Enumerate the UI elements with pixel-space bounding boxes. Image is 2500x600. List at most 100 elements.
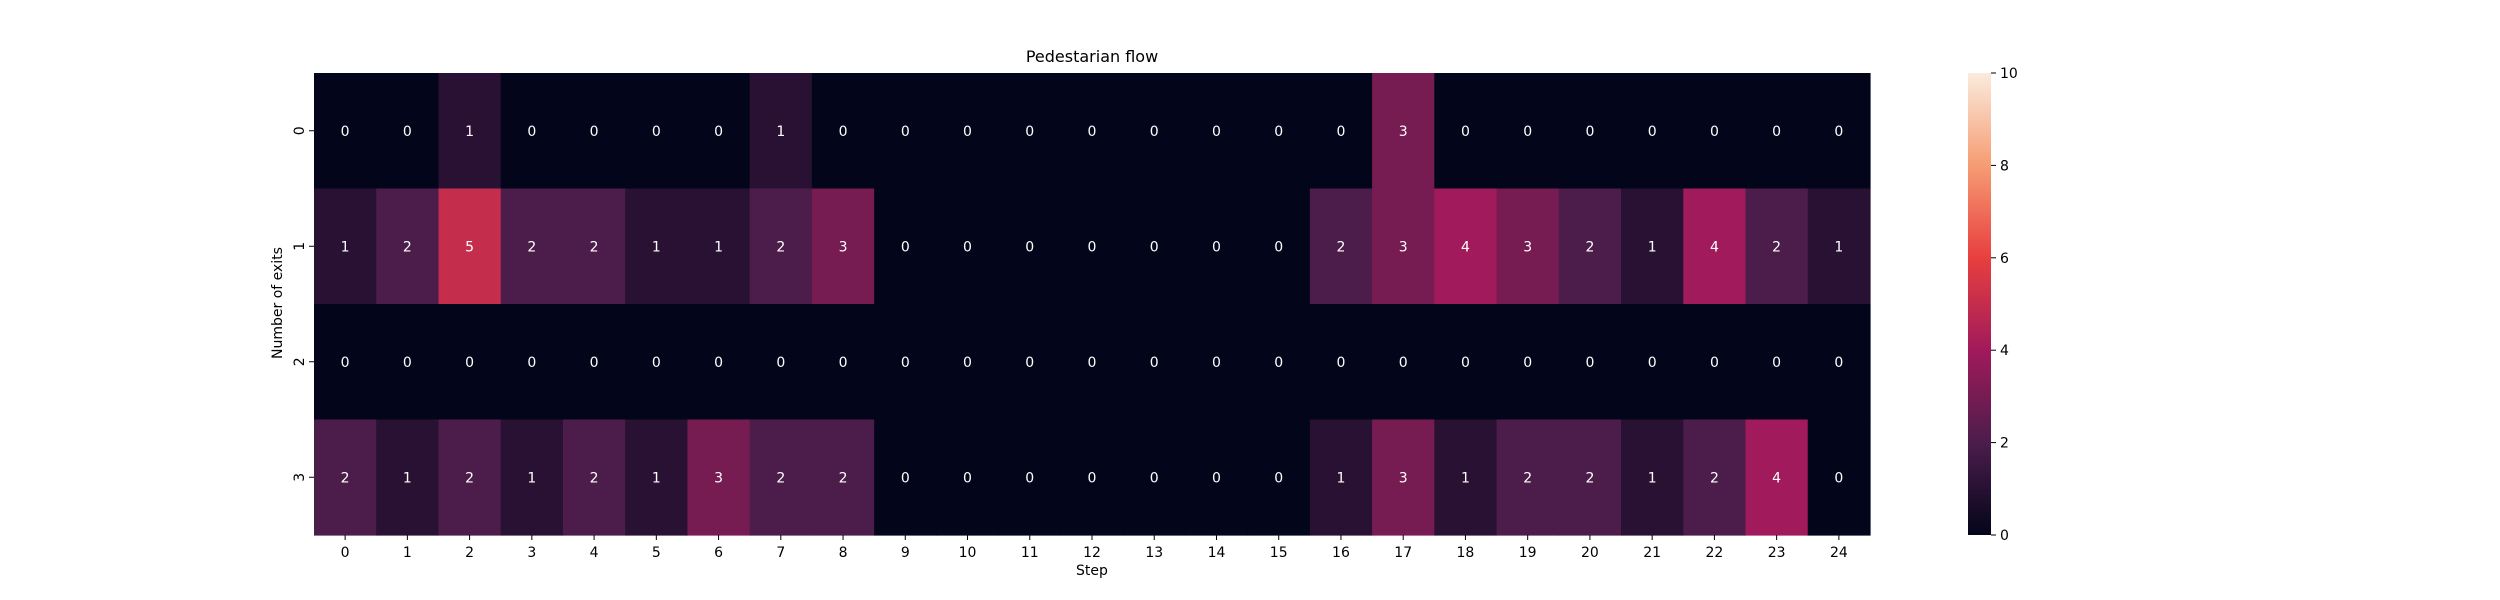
cell-value-label: 0 <box>1585 124 1594 140</box>
heatmap-cell <box>687 188 751 305</box>
heatmap-cell <box>1621 419 1684 536</box>
heatmap-cell <box>1745 73 1809 190</box>
cell-value-label: 0 <box>1834 124 1843 140</box>
heatmap-cell <box>1683 304 1747 421</box>
heatmap-cell <box>687 304 751 421</box>
heatmap-cell <box>1496 73 1560 190</box>
heatmap-cell <box>1434 304 1498 421</box>
cell-value-label: 0 <box>901 355 910 371</box>
cell-value-label: 0 <box>527 124 536 140</box>
x-tick-label: 7 <box>776 545 785 561</box>
cell-value-label: 0 <box>652 124 661 140</box>
cell-value-label: 0 <box>527 355 536 371</box>
cell-value-label: 0 <box>1088 124 1097 140</box>
cell-value-label: 0 <box>1710 124 1719 140</box>
cell-value-label: 0 <box>1461 355 1470 371</box>
cell-value-label: 3 <box>1399 470 1408 486</box>
x-tick-label: 3 <box>527 545 536 561</box>
cell-value-label: 0 <box>1088 470 1097 486</box>
heatmap-cell <box>874 419 937 536</box>
cell-value-label: 0 <box>1585 355 1594 371</box>
x-tick-label: 4 <box>590 545 599 561</box>
cell-value-label: 2 <box>776 470 785 486</box>
cell-value-label: 0 <box>1274 239 1283 255</box>
x-tick-label: 13 <box>1145 545 1163 561</box>
heatmap-cell <box>562 419 626 536</box>
cell-value-label: 0 <box>1523 355 1532 371</box>
heatmap-cell <box>1123 188 1186 305</box>
cell-value-label: 0 <box>1025 239 1034 255</box>
heatmap-cell <box>1309 419 1373 536</box>
cell-value-label: 0 <box>901 124 910 140</box>
heatmap-cell <box>1496 419 1560 536</box>
cell-value-label: 0 <box>963 239 972 255</box>
cell-value-label: 2 <box>465 470 474 486</box>
cell-value-label: 3 <box>839 239 848 255</box>
colorbar-tick-label: 0 <box>2000 528 2009 544</box>
heatmap-cell <box>811 419 875 536</box>
heatmap-cell <box>1309 188 1373 305</box>
y-tick-label: 1 <box>292 242 308 251</box>
cell-value-label: 1 <box>776 124 785 140</box>
heatmap-cell <box>1745 188 1809 305</box>
heatmap-cell <box>1185 419 1249 536</box>
x-tick-label: 1 <box>403 545 412 561</box>
heatmap-cell <box>687 73 751 190</box>
heatmap-cell <box>874 73 937 190</box>
heatmap-cell <box>1185 304 1249 421</box>
cell-value-label: 0 <box>839 124 848 140</box>
cell-value-label: 0 <box>1399 355 1408 371</box>
cell-value-label: 0 <box>341 124 350 140</box>
heatmap-cell <box>749 419 813 536</box>
x-tick-label: 19 <box>1519 545 1537 561</box>
cell-value-label: 1 <box>527 470 536 486</box>
heatmap-cell <box>1683 188 1747 305</box>
cell-value-label: 0 <box>1088 239 1097 255</box>
x-tick-label: 16 <box>1332 545 1350 561</box>
cell-value-label: 2 <box>776 239 785 255</box>
cell-value-label: 1 <box>1648 239 1657 255</box>
heatmap-cell <box>1434 419 1498 536</box>
cell-value-label: 0 <box>652 355 661 371</box>
cell-value-label: 0 <box>1088 355 1097 371</box>
x-tick-label: 14 <box>1208 545 1226 561</box>
cell-value-label: 1 <box>1834 239 1843 255</box>
colorbar-tick-label: 6 <box>2000 251 2009 267</box>
x-tick-label: 9 <box>901 545 910 561</box>
heatmap-cell <box>1372 304 1435 421</box>
heatmap-cell <box>1372 73 1435 190</box>
x-tick-label: 22 <box>1705 545 1723 561</box>
heatmap-cell <box>1807 419 1871 536</box>
x-tick-label: 12 <box>1083 545 1101 561</box>
cell-value-label: 0 <box>714 124 723 140</box>
cell-value-label: 3 <box>1399 124 1408 140</box>
cell-value-label: 0 <box>1648 124 1657 140</box>
heatmap-cell <box>998 73 1062 190</box>
cell-value-label: 3 <box>1523 239 1532 255</box>
heatmap-cell <box>625 419 689 536</box>
cell-value-label: 2 <box>590 470 599 486</box>
cell-value-label: 0 <box>1461 124 1470 140</box>
heatmap-cell <box>1683 419 1747 536</box>
y-tick-label: 0 <box>292 126 308 135</box>
colorbar-tick-label: 8 <box>2000 158 2009 174</box>
heatmap-cell <box>562 188 626 305</box>
heatmap-cell <box>1745 419 1809 536</box>
x-tick-label: 24 <box>1830 545 1848 561</box>
heatmap-cell <box>1621 304 1684 421</box>
x-tick-label: 11 <box>1021 545 1039 561</box>
cell-value-label: 0 <box>1212 470 1221 486</box>
x-tick-label: 20 <box>1581 545 1599 561</box>
cell-value-label: 0 <box>1274 355 1283 371</box>
heatmap-cell <box>811 188 875 305</box>
heatmap-cell <box>1807 73 1871 190</box>
cell-value-label: 1 <box>1461 470 1470 486</box>
heatmap-cell <box>625 188 689 305</box>
cell-value-label: 0 <box>1336 124 1345 140</box>
cell-value-label: 1 <box>341 239 350 255</box>
heatmap-cell <box>1185 73 1249 190</box>
heatmap-cell <box>1558 188 1622 305</box>
cell-value-label: 0 <box>963 355 972 371</box>
heatmap-cell <box>998 188 1062 305</box>
cell-value-label: 0 <box>1150 124 1159 140</box>
